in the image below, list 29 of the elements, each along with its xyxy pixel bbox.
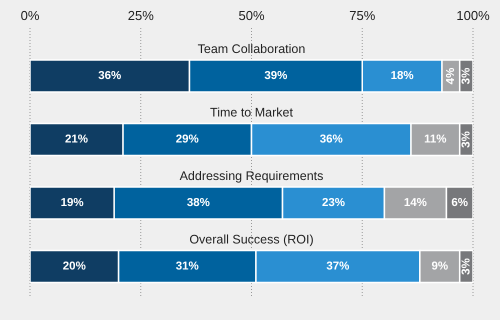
data-label: 3% — [460, 258, 472, 275]
data-label: 36% — [320, 134, 343, 146]
y-tick-label: Overall Success (ROI) — [189, 232, 314, 246]
data-label: 39% — [264, 70, 288, 82]
data-label: 21% — [65, 134, 88, 146]
data-label: 29% — [176, 134, 199, 146]
y-tick-label: Addressing Requirements — [180, 168, 324, 183]
data-label: 3% — [460, 131, 472, 148]
x-tick-label: 25% — [128, 8, 154, 23]
y-tick-label: Time to Market — [210, 105, 294, 120]
x-tick-label: 0% — [20, 8, 40, 23]
data-label: 3% — [460, 68, 472, 84]
data-label: 9% — [431, 260, 448, 272]
x-tick-label: 100% — [456, 8, 490, 23]
data-label: 37% — [326, 260, 350, 272]
data-label: 20% — [62, 260, 86, 272]
data-label: 18% — [390, 70, 414, 82]
data-label: 38% — [186, 197, 210, 209]
data-label: 4% — [444, 68, 457, 84]
data-label: 23% — [322, 197, 345, 209]
data-label: 19% — [60, 197, 84, 209]
x-tick-label: 50% — [238, 8, 265, 23]
data-label: 14% — [404, 197, 427, 209]
x-tick-label: 75% — [349, 8, 376, 23]
data-label: 31% — [176, 260, 199, 272]
y-tick-label: Team Collaboration — [198, 42, 306, 56]
data-label: 36% — [98, 70, 122, 82]
data-label: 6% — [451, 197, 468, 209]
data-label: 11% — [424, 134, 447, 146]
